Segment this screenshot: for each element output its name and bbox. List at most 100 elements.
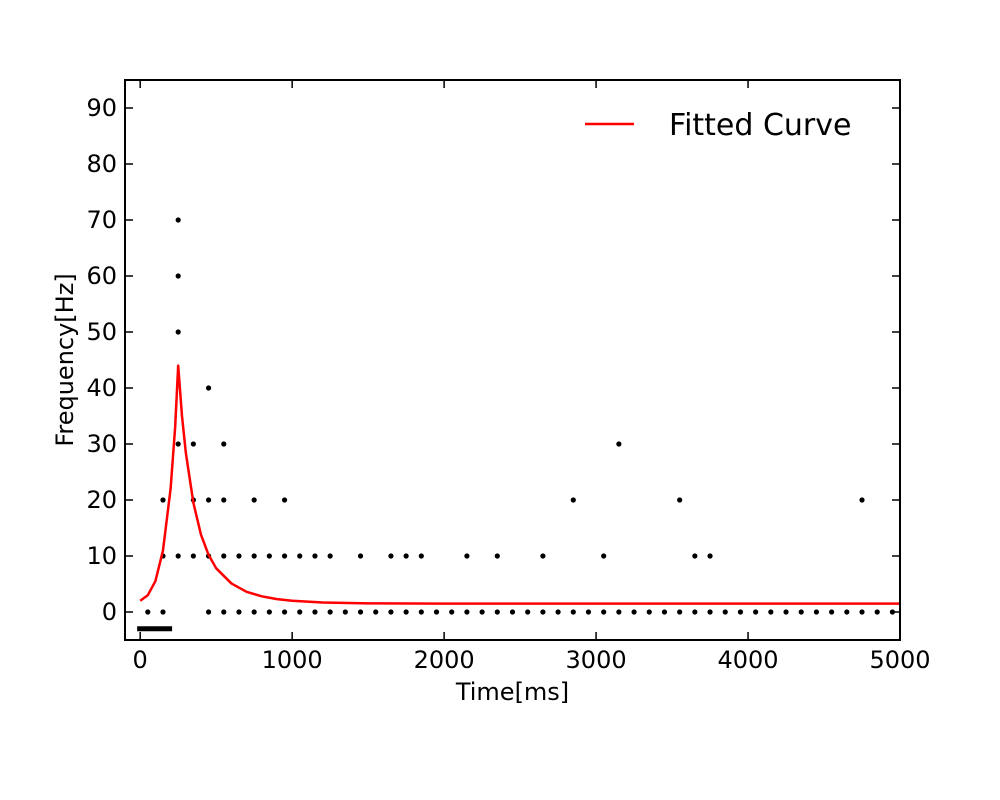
data-point [616,441,622,447]
data-point [342,609,348,615]
y-tick-label: 40 [86,374,117,402]
data-point [783,609,789,615]
data-point [190,441,196,447]
data-point [525,609,531,615]
y-tick-label: 20 [86,486,117,514]
data-point [707,553,713,559]
data-point [707,609,713,615]
data-point [221,497,227,503]
data-point [646,609,652,615]
data-point [251,609,257,615]
axes: 0 1000 2000 3000 4000 5000 0 10 20 30 40 50 60 70 80 90 [86,79,931,674]
data-point [251,497,257,503]
data-point [221,441,227,447]
data-point [297,553,303,559]
plot-frame [124,79,901,641]
data-point [464,609,470,615]
plot-content [137,217,900,632]
x-tick-label: 3000 [566,646,627,674]
data-point [221,553,227,559]
data-point [205,497,212,503]
data-point [312,609,318,615]
data-point [403,609,409,615]
y-tick-label: 50 [86,318,117,346]
data-point [433,609,440,615]
data-point [175,553,181,559]
data-point [373,609,379,615]
y-tick-label: 80 [86,150,117,178]
data-point [175,329,181,335]
data-point [418,609,424,615]
data-point [601,553,607,559]
data-point [585,609,592,615]
data-point [281,609,288,615]
data-point [236,553,242,559]
axis-labels: Time[ms] Frequency[Hz] [51,273,569,706]
data-point [601,609,607,615]
data-point [692,609,698,615]
data-point [859,609,865,615]
data-point [281,497,288,503]
x-axis-label: Time[ms] [455,678,569,706]
data-point [844,609,850,615]
data-point [145,609,151,615]
data-point [874,609,880,615]
data-point [494,553,500,559]
x-tick-label: 1000 [262,646,323,674]
data-point [813,609,820,615]
data-point [661,609,668,615]
data-point [540,609,546,615]
data-point [266,609,272,615]
data-point [418,553,424,559]
data-point [175,273,181,279]
data-point [449,609,455,615]
data-point [464,553,470,559]
y-tick-label: 30 [86,430,117,458]
data-point [798,609,804,615]
y-tick-label: 90 [86,94,117,122]
data-point [616,609,622,615]
data-point [677,609,683,615]
x-tick-label: 0 [133,646,148,674]
data-point [737,609,744,615]
legend: Fitted Curve [585,108,851,143]
fitted-curve-line [139,364,900,605]
data-point [327,553,333,559]
data-point [388,553,394,559]
data-point [570,497,576,503]
data-point [251,553,257,559]
data-point [570,609,576,615]
data-point [357,553,364,559]
data-point [357,609,364,615]
data-point [160,497,166,503]
data-point [829,609,835,615]
data-point [327,609,333,615]
y-tick-label: 70 [86,206,117,234]
data-point [509,609,516,615]
y-axis-label: Frequency[Hz] [51,273,79,446]
data-point [205,385,212,391]
data-point [205,609,212,615]
data-point [175,441,181,447]
data-point [236,609,242,615]
data-point [768,609,774,615]
data-point [494,609,500,615]
data-point [555,609,561,615]
data-point [692,553,698,559]
x-tick-label: 5000 [869,646,930,674]
data-point [221,609,227,615]
data-point [160,609,166,615]
data-point [753,609,759,615]
data-point [266,553,272,559]
data-point [859,497,865,503]
data-point [479,609,485,615]
data-point [722,609,728,615]
data-point [631,609,637,615]
data-point [388,609,394,615]
y-tick-label: 0 [102,598,117,626]
data-point [281,553,288,559]
x-tick-label: 2000 [414,646,475,674]
data-point [540,553,546,559]
y-tick-label: 60 [86,262,117,290]
